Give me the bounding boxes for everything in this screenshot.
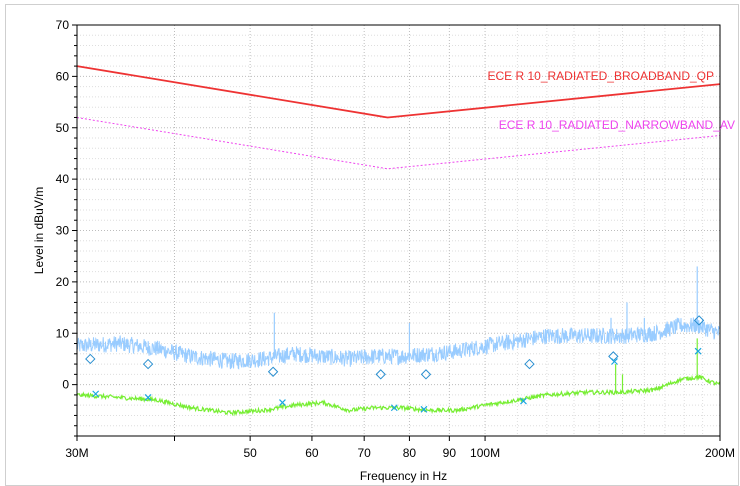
- broadband-limit-label: ECE R 10_RADIATED_BROADBAND_QP: [487, 69, 714, 83]
- y-tick-label: 20: [56, 275, 70, 289]
- narrowband-limit-line: [76, 117, 721, 170]
- av-marker: [390, 404, 398, 412]
- qp-marker: [420, 369, 432, 380]
- x-tick-label: 30M: [65, 446, 88, 460]
- av-marker: [420, 405, 428, 413]
- x-tick-label: 70: [357, 446, 371, 460]
- narrowband-limit-label: ECE R 10_RADIATED_NARROWBAND_AV: [499, 118, 735, 132]
- qp-marker: [85, 353, 96, 365]
- qp-marker: [267, 366, 279, 377]
- x-tick-label: 200M: [705, 446, 735, 460]
- x-tick-label: 80: [403, 446, 417, 460]
- av-marker: [520, 397, 527, 405]
- av-marker: [611, 358, 618, 365]
- y-tick-label: 10: [56, 326, 70, 340]
- y-tick-label: 60: [56, 69, 70, 83]
- y-axis-title: Level in dBuV/m: [32, 187, 46, 274]
- y-tick-label: 0: [62, 378, 69, 392]
- qp-marker: [524, 358, 535, 370]
- qp-marker: [693, 315, 705, 326]
- av-marker: [279, 399, 286, 407]
- x-tick-label: 60: [305, 446, 319, 460]
- peak-trace-line: [76, 317, 720, 370]
- qp-marker: [142, 358, 154, 370]
- broadband-limit-line: [76, 65, 721, 119]
- x-tick-label: 50: [243, 446, 257, 460]
- y-tick-label: 50: [56, 121, 70, 135]
- av-marker: [694, 347, 702, 355]
- av-marker: [92, 390, 100, 398]
- y-tick-label: 40: [56, 172, 70, 186]
- x-tick-label: 90: [443, 446, 457, 460]
- x-tick-label: 100M: [470, 446, 500, 460]
- av-marker: [144, 394, 152, 401]
- axis-ticks: 0 10 20 30 40 50 60 70 30M 50 60 70 80 90 100M 200M: [56, 18, 735, 460]
- plot-data: [76, 65, 721, 417]
- grid: [77, 25, 720, 436]
- average-trace-line: [76, 374, 721, 417]
- x-axis-title: Frequency in Hz: [360, 469, 447, 483]
- y-tick-label: 70: [56, 18, 70, 32]
- y-tick-label: 30: [56, 224, 70, 238]
- qp-marker: [375, 369, 386, 380]
